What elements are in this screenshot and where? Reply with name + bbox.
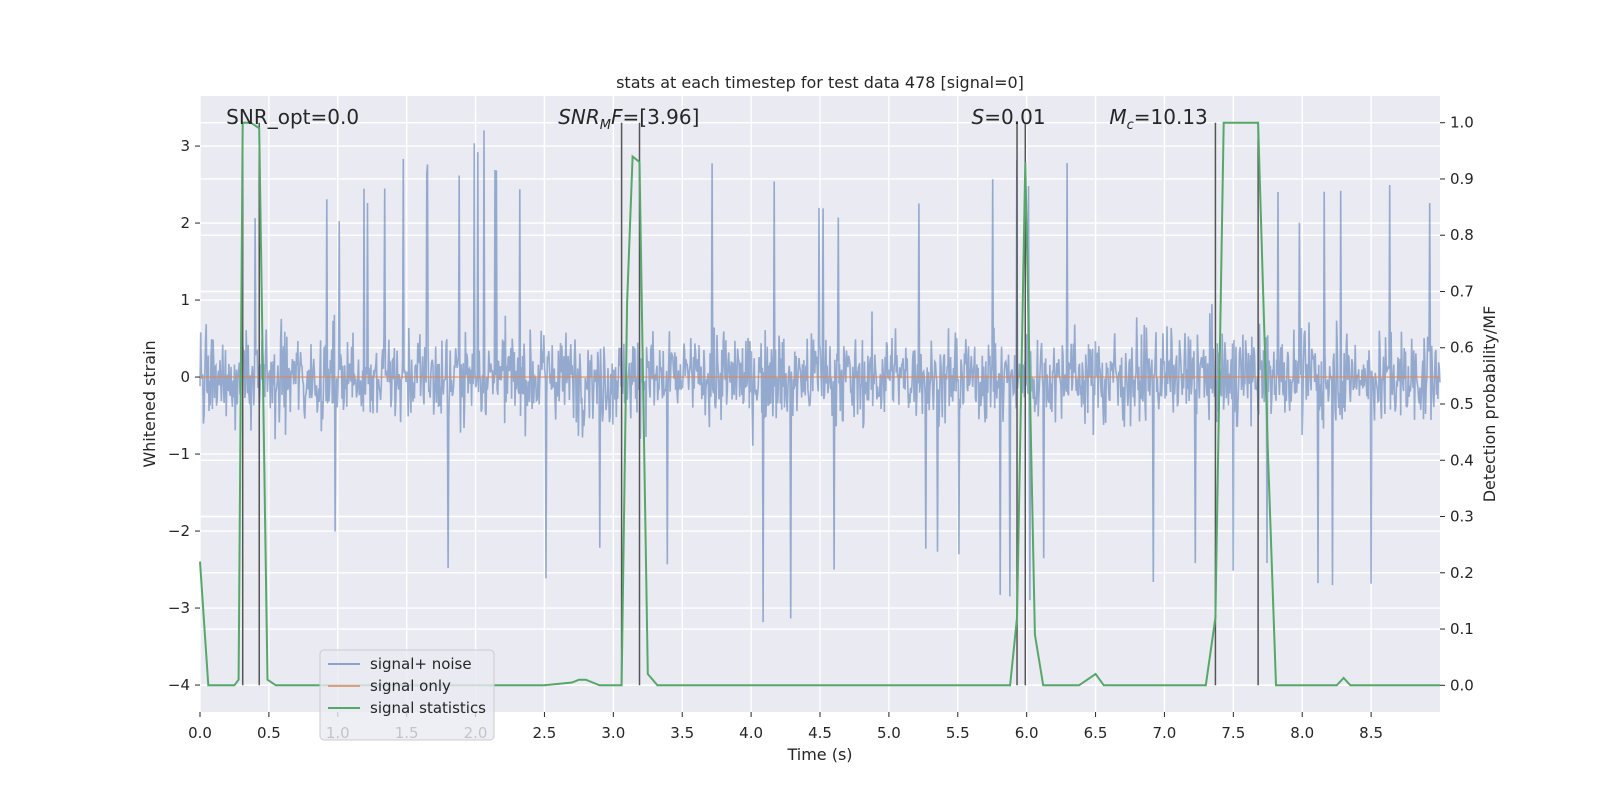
y-tick-label-5: −2: [168, 522, 190, 540]
y-tick-label-0: 3: [180, 137, 190, 155]
annotation-s-stat: S=0.01: [972, 105, 1046, 129]
x-tick-label-15: 7.5: [1221, 724, 1245, 742]
x-tick-label-17: 8.5: [1359, 724, 1383, 742]
signal-statistics-series: [199, 121, 1440, 687]
x-tick-label-0: 0.0: [188, 724, 212, 742]
annotation-snr-mf-part-2: F: [611, 105, 623, 129]
legend-label-signal-only: signal only: [370, 677, 451, 695]
annotation-snr-mf-part-1: M: [600, 118, 611, 133]
annotation-snr-opt: SNR_opt=0.0: [226, 105, 359, 129]
annotation-snr-opt-part-0: SNR_opt=0.0: [226, 105, 359, 129]
y-right-tick-label-1: 0.9: [1450, 170, 1474, 188]
x-tick-label-8: 4.0: [739, 724, 763, 742]
chart-title: stats at each timestep for test data 478…: [616, 73, 1024, 92]
annotation-snr-mf-part-3: =[3.96]: [623, 105, 700, 129]
y-right-tick-label-2: 0.8: [1450, 226, 1474, 244]
y-tick-label-3: 0: [180, 368, 190, 386]
x-tick-label-9: 4.5: [808, 724, 832, 742]
y-right-tick-label-9: 0.1: [1450, 620, 1474, 638]
annotation-mc-part-2: =10.13: [1134, 105, 1208, 129]
x-tick-label-14: 7.0: [1153, 724, 1177, 742]
annotation-snr-mf-part-0: SNR: [558, 105, 600, 129]
y-tick-label-4: −1: [168, 445, 190, 463]
legend-box: [319, 649, 495, 741]
signal-noise-line: [199, 130, 1441, 623]
y-right-tick-label-10: 0.0: [1450, 676, 1474, 694]
y-axis-right-ticks: 1.0 0.9 0.8 0.7 0.6 0.5 0.4 0.3 0.2 0.1 0.0: [1440, 114, 1474, 694]
y-axis-right-label: Detection probability/MF: [1480, 306, 1499, 503]
y-tick-label-7: −4: [168, 676, 190, 694]
x-tick-label-6: 3.0: [601, 724, 625, 742]
y-right-tick-label-3: 0.7: [1450, 282, 1474, 300]
x-tick-label-13: 6.5: [1084, 724, 1108, 742]
y-right-tick-label-6: 0.4: [1450, 451, 1474, 469]
legend-label-noise: signal+ noise: [370, 655, 472, 673]
y-tick-label-1: 2: [180, 214, 190, 232]
y-axis-ticks: 3 2 1 0 −1 −2 −3 −4: [168, 137, 200, 694]
y-tick-label-6: −3: [168, 599, 190, 617]
annotation-mc: Mc=10.13: [1109, 105, 1207, 133]
legend-label-statistics: signal statistics: [370, 699, 486, 717]
annotation-s-stat-part-1: =0.01: [984, 105, 1045, 129]
x-tick-label-16: 8.0: [1290, 724, 1314, 742]
x-tick-label-11: 5.5: [946, 724, 970, 742]
annotations: SNR_opt=0.0 SNRMF=[3.96] S=0.01 Mc=10.13: [226, 105, 1208, 133]
signal-statistics-line: [199, 121, 1440, 687]
legend: signal+ noise signal only signal statist…: [319, 649, 495, 741]
annotation-snr-mf: SNRMF=[3.96]: [558, 105, 699, 133]
y-right-tick-label-7: 0.3: [1450, 508, 1474, 526]
x-tick-label-12: 6.0: [1015, 724, 1039, 742]
noise-series: [199, 130, 1441, 623]
annotation-mc-part-1: c: [1127, 118, 1134, 133]
y-axis-label: Whitened strain: [140, 340, 159, 467]
x-tick-label-7: 3.5: [670, 724, 694, 742]
y-right-tick-label-5: 0.5: [1450, 395, 1474, 413]
y-right-tick-label-0: 1.0: [1450, 114, 1474, 132]
x-axis-label: Time (s): [786, 745, 852, 764]
annotation-s-stat-part-0: S: [972, 105, 985, 129]
y-right-tick-label-4: 0.6: [1450, 339, 1474, 357]
x-tick-label-1: 0.5: [257, 724, 281, 742]
y-tick-label-2: 1: [180, 291, 190, 309]
x-tick-label-5: 2.5: [533, 724, 557, 742]
y-right-tick-label-8: 0.2: [1450, 564, 1474, 582]
annotation-mc-part-0: M: [1109, 105, 1126, 129]
x-tick-label-10: 5.0: [877, 724, 901, 742]
